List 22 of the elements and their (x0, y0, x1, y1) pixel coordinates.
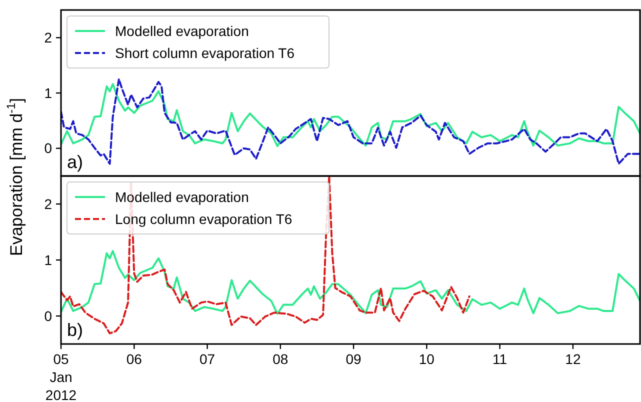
line-series (61, 250, 640, 315)
y-tick-label: 0 (44, 308, 52, 324)
line-series (61, 83, 640, 148)
annotation: b) (67, 320, 84, 340)
y-tick-label: 1 (44, 84, 52, 101)
x-tick-label: 06 (126, 351, 142, 367)
legend-label: Modelled evaporation (115, 22, 249, 39)
x-tick-label: 09 (346, 351, 362, 367)
x-tick-label: 07 (199, 351, 216, 367)
legend-label: Long column evaporation T6 (115, 210, 292, 227)
y-tick-label: 2 (44, 196, 52, 212)
legend-label: Modelled evaporation (115, 188, 249, 205)
x-tick-label: 12 (565, 351, 581, 367)
x-tick-label: 11 (492, 351, 508, 367)
x-tick-label: 08 (272, 351, 288, 367)
y-tick-label: 0 (44, 140, 52, 156)
annotation: a) (67, 152, 84, 172)
x-tick-label: 10 (418, 351, 435, 367)
legend-label: Short column evaporation T6 (115, 44, 295, 61)
y-tick-label: 1 (44, 252, 52, 268)
x-tick-label: 05 Jan 2012 (45, 351, 77, 402)
y-tick-label: 2 (44, 30, 52, 46)
